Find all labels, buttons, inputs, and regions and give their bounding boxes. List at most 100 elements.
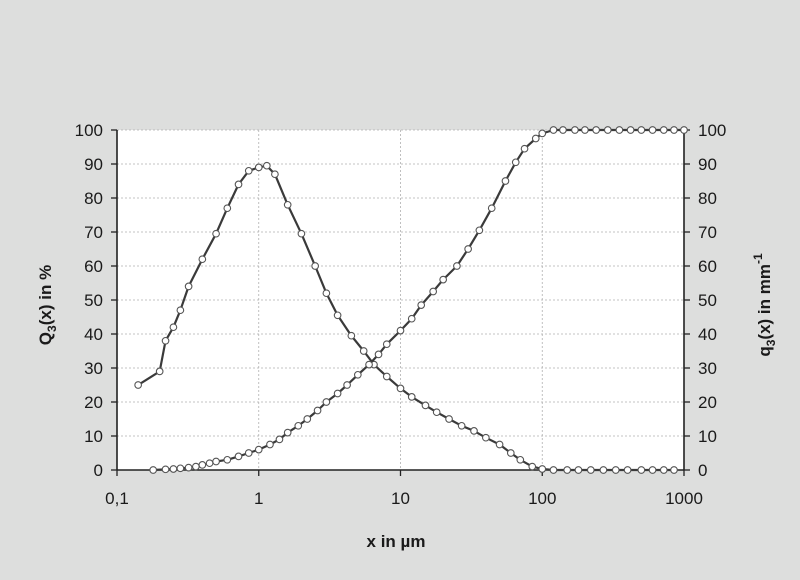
data-point <box>161 336 170 345</box>
data-point <box>234 180 243 189</box>
data-point <box>303 415 312 423</box>
x-tick-label: 0,1 <box>105 489 129 508</box>
data-point <box>134 381 142 389</box>
data-point <box>184 463 193 472</box>
data-point <box>294 421 303 430</box>
data-point <box>538 465 547 473</box>
data-point <box>223 455 232 464</box>
data-point <box>574 466 583 474</box>
y-left-subscript: 3 <box>45 325 59 332</box>
data-point <box>559 126 567 134</box>
y-left-tick-label: 60 <box>84 257 103 276</box>
data-point <box>313 406 322 415</box>
data-point <box>262 161 271 170</box>
y-right-tick-label: 0 <box>698 461 707 480</box>
data-point <box>347 331 356 340</box>
data-point <box>429 287 438 296</box>
data-point <box>223 204 232 213</box>
y-right-tick-label: 50 <box>698 291 717 310</box>
data-point <box>464 245 472 253</box>
data-point <box>169 465 178 473</box>
data-point <box>487 204 496 213</box>
y-right-tick-label: 20 <box>698 393 717 412</box>
y-right-tick-label: 90 <box>698 155 717 174</box>
data-point <box>615 126 624 134</box>
y-right-superscript: -1 <box>751 253 765 264</box>
data-point <box>297 229 306 238</box>
data-point <box>275 435 284 444</box>
data-point <box>670 126 678 134</box>
data-point <box>421 401 430 410</box>
data-point <box>322 398 331 406</box>
data-point <box>637 466 646 474</box>
data-point <box>592 126 600 134</box>
data-point <box>528 462 537 471</box>
data-point <box>382 340 391 349</box>
data-point <box>637 126 646 134</box>
data-point <box>538 129 547 138</box>
data-point <box>531 134 540 143</box>
data-point <box>495 440 504 449</box>
data-point <box>205 459 214 468</box>
data-point <box>511 158 520 167</box>
data-point <box>333 311 342 320</box>
data-point <box>254 163 263 172</box>
x-tick-label: 1 <box>254 489 263 508</box>
y-right-tick-label: 10 <box>698 427 717 446</box>
series-2 <box>149 126 688 474</box>
data-point <box>382 372 391 381</box>
data-point <box>586 466 595 474</box>
y-right-tick-label: 40 <box>698 325 717 344</box>
y-left-tick-label: 20 <box>84 393 103 412</box>
data-point <box>244 166 253 175</box>
data-point <box>184 282 193 291</box>
data-point <box>571 126 579 134</box>
x-tick-label: 100 <box>528 489 556 508</box>
data-point <box>481 433 490 442</box>
data-point <box>611 466 620 474</box>
data-point <box>343 381 351 389</box>
data-point <box>176 464 185 473</box>
y-axis-title-left: Q3(x) in % <box>36 265 59 345</box>
y-right-tick-label: 80 <box>698 189 717 208</box>
data-point <box>623 466 632 474</box>
data-point <box>599 466 608 474</box>
data-point <box>457 421 466 430</box>
y-right-symbol: q <box>755 346 774 356</box>
data-point <box>212 457 220 466</box>
data-point <box>648 466 657 474</box>
data-point <box>311 262 320 270</box>
data-point <box>475 226 484 235</box>
y-left-tick-label: 70 <box>84 223 103 242</box>
data-point <box>271 170 279 179</box>
y-axis-title-right: q3(x) in mm-1 <box>751 253 778 357</box>
y-right-tick-label: 60 <box>698 257 717 276</box>
data-point <box>374 350 383 359</box>
data-point <box>234 452 243 461</box>
y-right-tick-label: 100 <box>698 121 726 140</box>
data-point <box>254 445 263 454</box>
data-point <box>549 466 558 474</box>
data-point <box>176 306 185 315</box>
y-right-rest: (x) in mm <box>755 264 774 340</box>
data-point <box>365 360 373 369</box>
data-point <box>244 449 253 457</box>
data-point <box>396 326 405 335</box>
y-left-tick-label: 80 <box>84 189 103 208</box>
y-left-tick-label: 50 <box>84 291 103 310</box>
data-point <box>501 177 510 185</box>
data-point <box>520 144 529 153</box>
data-point <box>333 389 342 398</box>
y-left-symbol: Q <box>36 332 55 345</box>
data-point <box>648 126 657 134</box>
data-point <box>659 466 668 474</box>
y-left-tick-label: 90 <box>84 155 103 174</box>
data-point <box>192 462 200 471</box>
x-tick-label: 1000 <box>665 489 703 508</box>
data-point <box>680 126 688 134</box>
data-point <box>445 415 453 423</box>
data-point <box>603 126 612 134</box>
